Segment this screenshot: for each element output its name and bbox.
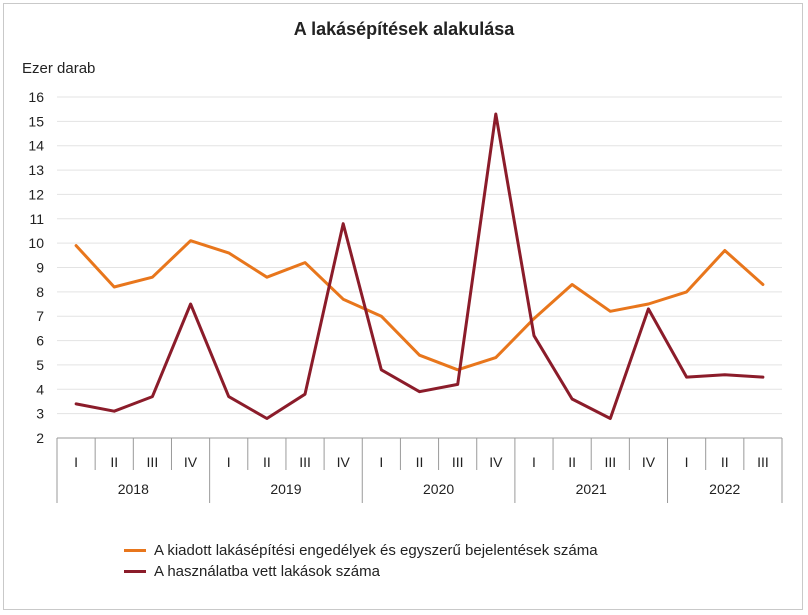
x-tick-label: II (263, 454, 271, 470)
x-tick-label: II (416, 454, 424, 470)
x-tick-label: II (568, 454, 576, 470)
x-tick-label: IV (337, 454, 351, 470)
y-tick-label: 10 (28, 235, 44, 251)
x-tick-label: II (721, 454, 729, 470)
x-tick-label: III (452, 454, 464, 470)
x-tick-label: III (147, 454, 159, 470)
y-tick-label: 9 (36, 260, 44, 276)
y-axis-ticks: 2 3 4 5 6 7 8 9 10 11 12 13 14 15 16 (28, 89, 44, 446)
y-tick-label: 14 (28, 138, 44, 154)
x-tick-label: III (299, 454, 311, 470)
y-tick-label: 2 (36, 430, 44, 446)
y-tick-label: 16 (28, 89, 44, 105)
y-tick-label: 11 (29, 211, 44, 227)
x-tick-label: I (685, 454, 689, 470)
chart-frame (3, 3, 803, 610)
y-tick-label: 12 (28, 186, 44, 202)
x-tick-label: III (757, 454, 769, 470)
y-axis-unit-label: Ezer darab (22, 60, 96, 77)
x-tick-label: I (74, 454, 78, 470)
legend-swatch-permits (124, 549, 146, 552)
legend: A kiadott lakásépítési engedélyek és egy… (124, 540, 598, 582)
legend-swatch-completions (124, 570, 146, 573)
year-label: 2021 (576, 481, 607, 497)
chart-title: A lakásépítések alakulása (293, 19, 515, 39)
x-tick-label: I (227, 454, 231, 470)
x-tick-label: IV (642, 454, 656, 470)
y-tick-label: 5 (36, 357, 44, 373)
year-label: 2019 (270, 481, 301, 497)
legend-label-completions: A használatba vett lakások száma (154, 563, 380, 580)
y-tick-label: 3 (36, 406, 44, 422)
year-label: 2018 (118, 481, 149, 497)
x-tick-label: IV (184, 454, 198, 470)
y-tick-label: 8 (36, 284, 44, 300)
legend-item-permits: A kiadott lakásépítési engedélyek és egy… (124, 540, 598, 561)
x-tick-label: I (379, 454, 383, 470)
x-tick-label: II (110, 454, 118, 470)
year-label: 2020 (423, 481, 454, 497)
series-line-completions (74, 112, 765, 420)
y-tick-label: 6 (36, 333, 44, 349)
y-tick-label: 15 (28, 113, 44, 129)
year-label: 2022 (709, 481, 740, 497)
x-axis: I II III IV I II III IV I II III IV I II III IV I II III20… (56, 437, 783, 503)
legend-label-permits: A kiadott lakásépítési engedélyek és egy… (154, 542, 598, 559)
x-tick-label: IV (489, 454, 503, 470)
x-tick-label: I (532, 454, 536, 470)
y-tick-label: 7 (36, 308, 44, 324)
x-tick-label: III (604, 454, 616, 470)
grid-lines (57, 96, 782, 415)
series-lines (74, 112, 765, 420)
legend-item-completions: A használatba vett lakások száma (124, 561, 598, 582)
y-tick-label: 4 (36, 381, 44, 397)
series-line-permits (74, 239, 765, 372)
y-tick-label: 13 (28, 162, 44, 178)
